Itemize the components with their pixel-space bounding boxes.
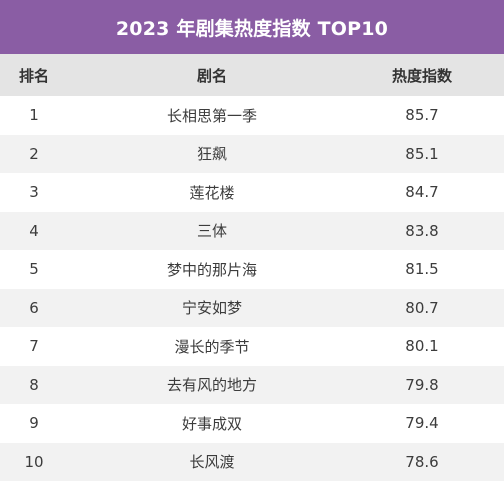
table-row: 2 狂飙 85.1 — [0, 134, 504, 173]
column-header-rank: 排名 — [18, 66, 49, 85]
table-row: 8 去有风的地方 79.8 — [0, 365, 504, 404]
score-cell: 83.8 — [405, 221, 439, 240]
score-cell: 85.7 — [405, 106, 439, 125]
rank-cell: 8 — [29, 375, 39, 394]
score-cell: 79.8 — [405, 375, 439, 394]
ranking-table: 排名 剧名 热度指数 1 长相思第一季 85.7 2 狂飙 85.1 3 莲花楼 84.7 4 三体… — [0, 54, 504, 481]
rank-cell: 7 — [29, 337, 39, 356]
table-row: 7 漫长的季节 80.1 — [0, 327, 504, 366]
title-cell: 长相思第一季 — [166, 106, 257, 125]
column-header-score: 热度指数 — [391, 66, 452, 85]
table-title: 2023 年剧集热度指数 TOP10 — [0, 0, 504, 54]
rank-cell: 2 — [29, 144, 39, 163]
title-cell: 好事成双 — [181, 414, 242, 433]
title-cell: 三体 — [196, 222, 227, 241]
rank-cell: 9 — [29, 414, 39, 433]
title-cell: 宁安如梦 — [181, 299, 242, 318]
score-cell: 80.1 — [405, 337, 439, 356]
rank-cell: 3 — [29, 183, 39, 202]
score-cell: 80.7 — [405, 298, 439, 317]
table-row: 3 莲花楼 84.7 — [0, 173, 504, 212]
column-header-title: 剧名 — [196, 66, 227, 85]
table-title-text: 2023 年剧集热度指数 TOP10 — [115, 17, 389, 40]
score-cell: 85.1 — [405, 144, 439, 163]
title-cell: 莲花楼 — [189, 183, 235, 202]
rank-cell: 4 — [29, 221, 39, 240]
score-cell: 81.5 — [405, 260, 439, 279]
title-cell: 漫长的季节 — [174, 337, 250, 356]
score-cell: 84.7 — [405, 183, 439, 202]
title-cell: 狂飙 — [196, 145, 227, 164]
table-row: 9 好事成双 79.4 — [0, 404, 504, 443]
table-row: 5 梦中的那片海 81.5 — [0, 250, 504, 289]
table-header-row: 排名 剧名 热度指数 — [0, 54, 504, 96]
rank-cell: 10 — [24, 452, 44, 471]
table-row: 4 三体 83.8 — [0, 211, 504, 250]
table-row: 10 长风渡 78.6 — [0, 442, 504, 481]
title-cell: 梦中的那片海 — [166, 260, 257, 279]
score-cell: 78.6 — [405, 452, 439, 471]
score-cell: 79.4 — [405, 414, 439, 433]
title-cell: 长风渡 — [189, 453, 235, 472]
table-row: 6 宁安如梦 80.7 — [0, 288, 504, 327]
table-row: 1 长相思第一季 85.7 — [0, 96, 504, 135]
rank-cell: 5 — [29, 260, 39, 279]
rank-cell: 1 — [29, 106, 39, 125]
title-cell: 去有风的地方 — [166, 376, 257, 395]
rank-cell: 6 — [29, 298, 39, 317]
